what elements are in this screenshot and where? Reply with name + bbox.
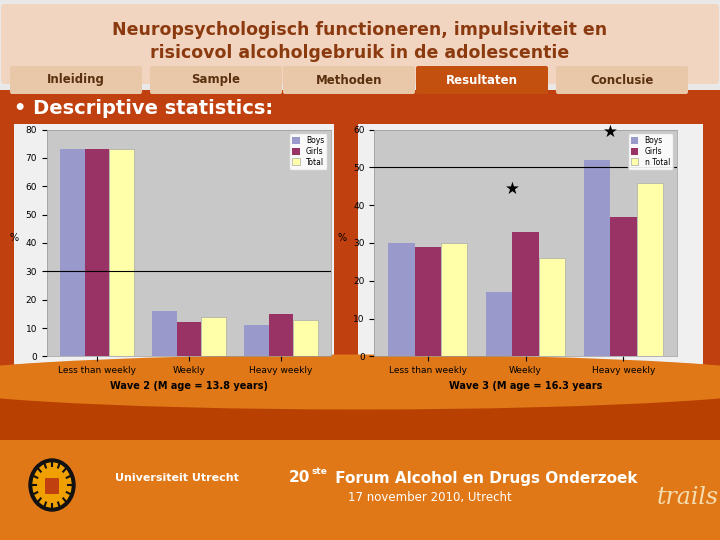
Bar: [269, 314, 294, 356]
Bar: [176, 322, 202, 356]
Text: Resultaten: Resultaten: [446, 73, 518, 86]
Text: ★: ★: [603, 123, 618, 141]
Bar: [0, 90, 720, 385]
Text: risicovol alcoholgebruik in de adolescentie: risicovol alcoholgebruik in de adolescen…: [150, 44, 570, 62]
Text: Sample: Sample: [192, 73, 240, 86]
Bar: [513, 232, 539, 356]
Y-axis label: %: %: [10, 233, 19, 243]
Text: • Descriptive statistics:: • Descriptive statistics:: [14, 98, 273, 118]
Bar: [539, 258, 565, 356]
Text: ★: ★: [505, 180, 520, 198]
Text: Methoden: Methoden: [316, 73, 382, 86]
Legend: Boys, Girls, Total: Boys, Girls, Total: [289, 133, 328, 170]
Ellipse shape: [0, 357, 720, 387]
Bar: [388, 243, 415, 356]
Bar: [84, 150, 109, 356]
FancyBboxPatch shape: [45, 478, 59, 494]
Y-axis label: %: %: [338, 233, 346, 243]
Ellipse shape: [29, 459, 75, 511]
Text: Universiteit Utrecht: Universiteit Utrecht: [115, 473, 239, 483]
FancyBboxPatch shape: [556, 66, 688, 94]
Bar: [486, 292, 513, 356]
Text: trails: trails: [657, 487, 719, 510]
Bar: [415, 247, 441, 356]
Bar: [109, 150, 134, 356]
Legend: Boys, Girls, n Total: Boys, Girls, n Total: [628, 133, 673, 170]
FancyBboxPatch shape: [150, 66, 282, 94]
Text: Inleiding: Inleiding: [47, 73, 105, 86]
Text: Conclusie: Conclusie: [590, 73, 654, 86]
Bar: [152, 311, 176, 356]
Ellipse shape: [0, 354, 720, 409]
Bar: [611, 217, 636, 356]
Bar: [60, 150, 84, 356]
Bar: [0, 440, 720, 540]
Ellipse shape: [33, 463, 71, 507]
FancyBboxPatch shape: [1, 4, 719, 84]
Bar: [14, 124, 334, 372]
Bar: [202, 316, 226, 356]
Bar: [294, 320, 318, 356]
Text: Forum Alcohol en Drugs Onderzoek: Forum Alcohol en Drugs Onderzoek: [330, 470, 637, 485]
Bar: [358, 124, 703, 372]
X-axis label: Wave 2 (M age = 13.8 years): Wave 2 (M age = 13.8 years): [110, 381, 268, 390]
Text: Neuropsychologisch functioneren, impulsiviteit en: Neuropsychologisch functioneren, impulsi…: [112, 21, 608, 39]
FancyBboxPatch shape: [10, 66, 142, 94]
Bar: [636, 183, 663, 356]
X-axis label: Wave 3 (M age = 16.3 years: Wave 3 (M age = 16.3 years: [449, 381, 603, 390]
Bar: [441, 243, 467, 356]
Bar: [244, 325, 269, 356]
Bar: [0, 385, 720, 540]
Text: 20: 20: [289, 470, 310, 485]
Text: 17 november 2010, Utrecht: 17 november 2010, Utrecht: [348, 491, 512, 504]
FancyBboxPatch shape: [283, 66, 415, 94]
FancyBboxPatch shape: [416, 66, 548, 94]
Bar: [584, 160, 611, 356]
Text: ste: ste: [312, 467, 328, 476]
